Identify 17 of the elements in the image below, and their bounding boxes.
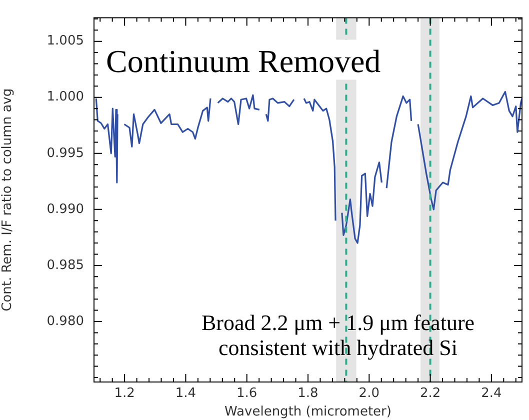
x-tick-label: 1.8 (298, 386, 318, 402)
x-tick-label: 2.0 (358, 386, 380, 402)
y-tick-label: 1.005 (46, 34, 84, 49)
x-tick-label: 2.2 (420, 386, 441, 402)
x-tick-label: 1.6 (236, 386, 258, 402)
x-axis-title: Wavelength (micrometer) (224, 404, 392, 420)
x-tick-label: 2.4 (481, 386, 502, 402)
x-tick-label: 1.2 (114, 386, 135, 402)
y-tick-label: 0.980 (46, 314, 84, 329)
y-tick-label: 0.995 (46, 146, 84, 161)
annotation: Broad 2.2 μm + 1.9 μm feature consistent with hydrated Si (201, 310, 475, 360)
y-axis-title: Cont. Rem. I/F ratio to column avg (0, 88, 16, 312)
y-tick-label: 0.985 (46, 258, 84, 273)
y-tick-label: 1.000 (46, 90, 84, 105)
annotation: Continuum Removed (106, 42, 381, 79)
x-tick-label: 1.4 (175, 386, 196, 402)
y-tick-label: 0.990 (46, 202, 84, 217)
